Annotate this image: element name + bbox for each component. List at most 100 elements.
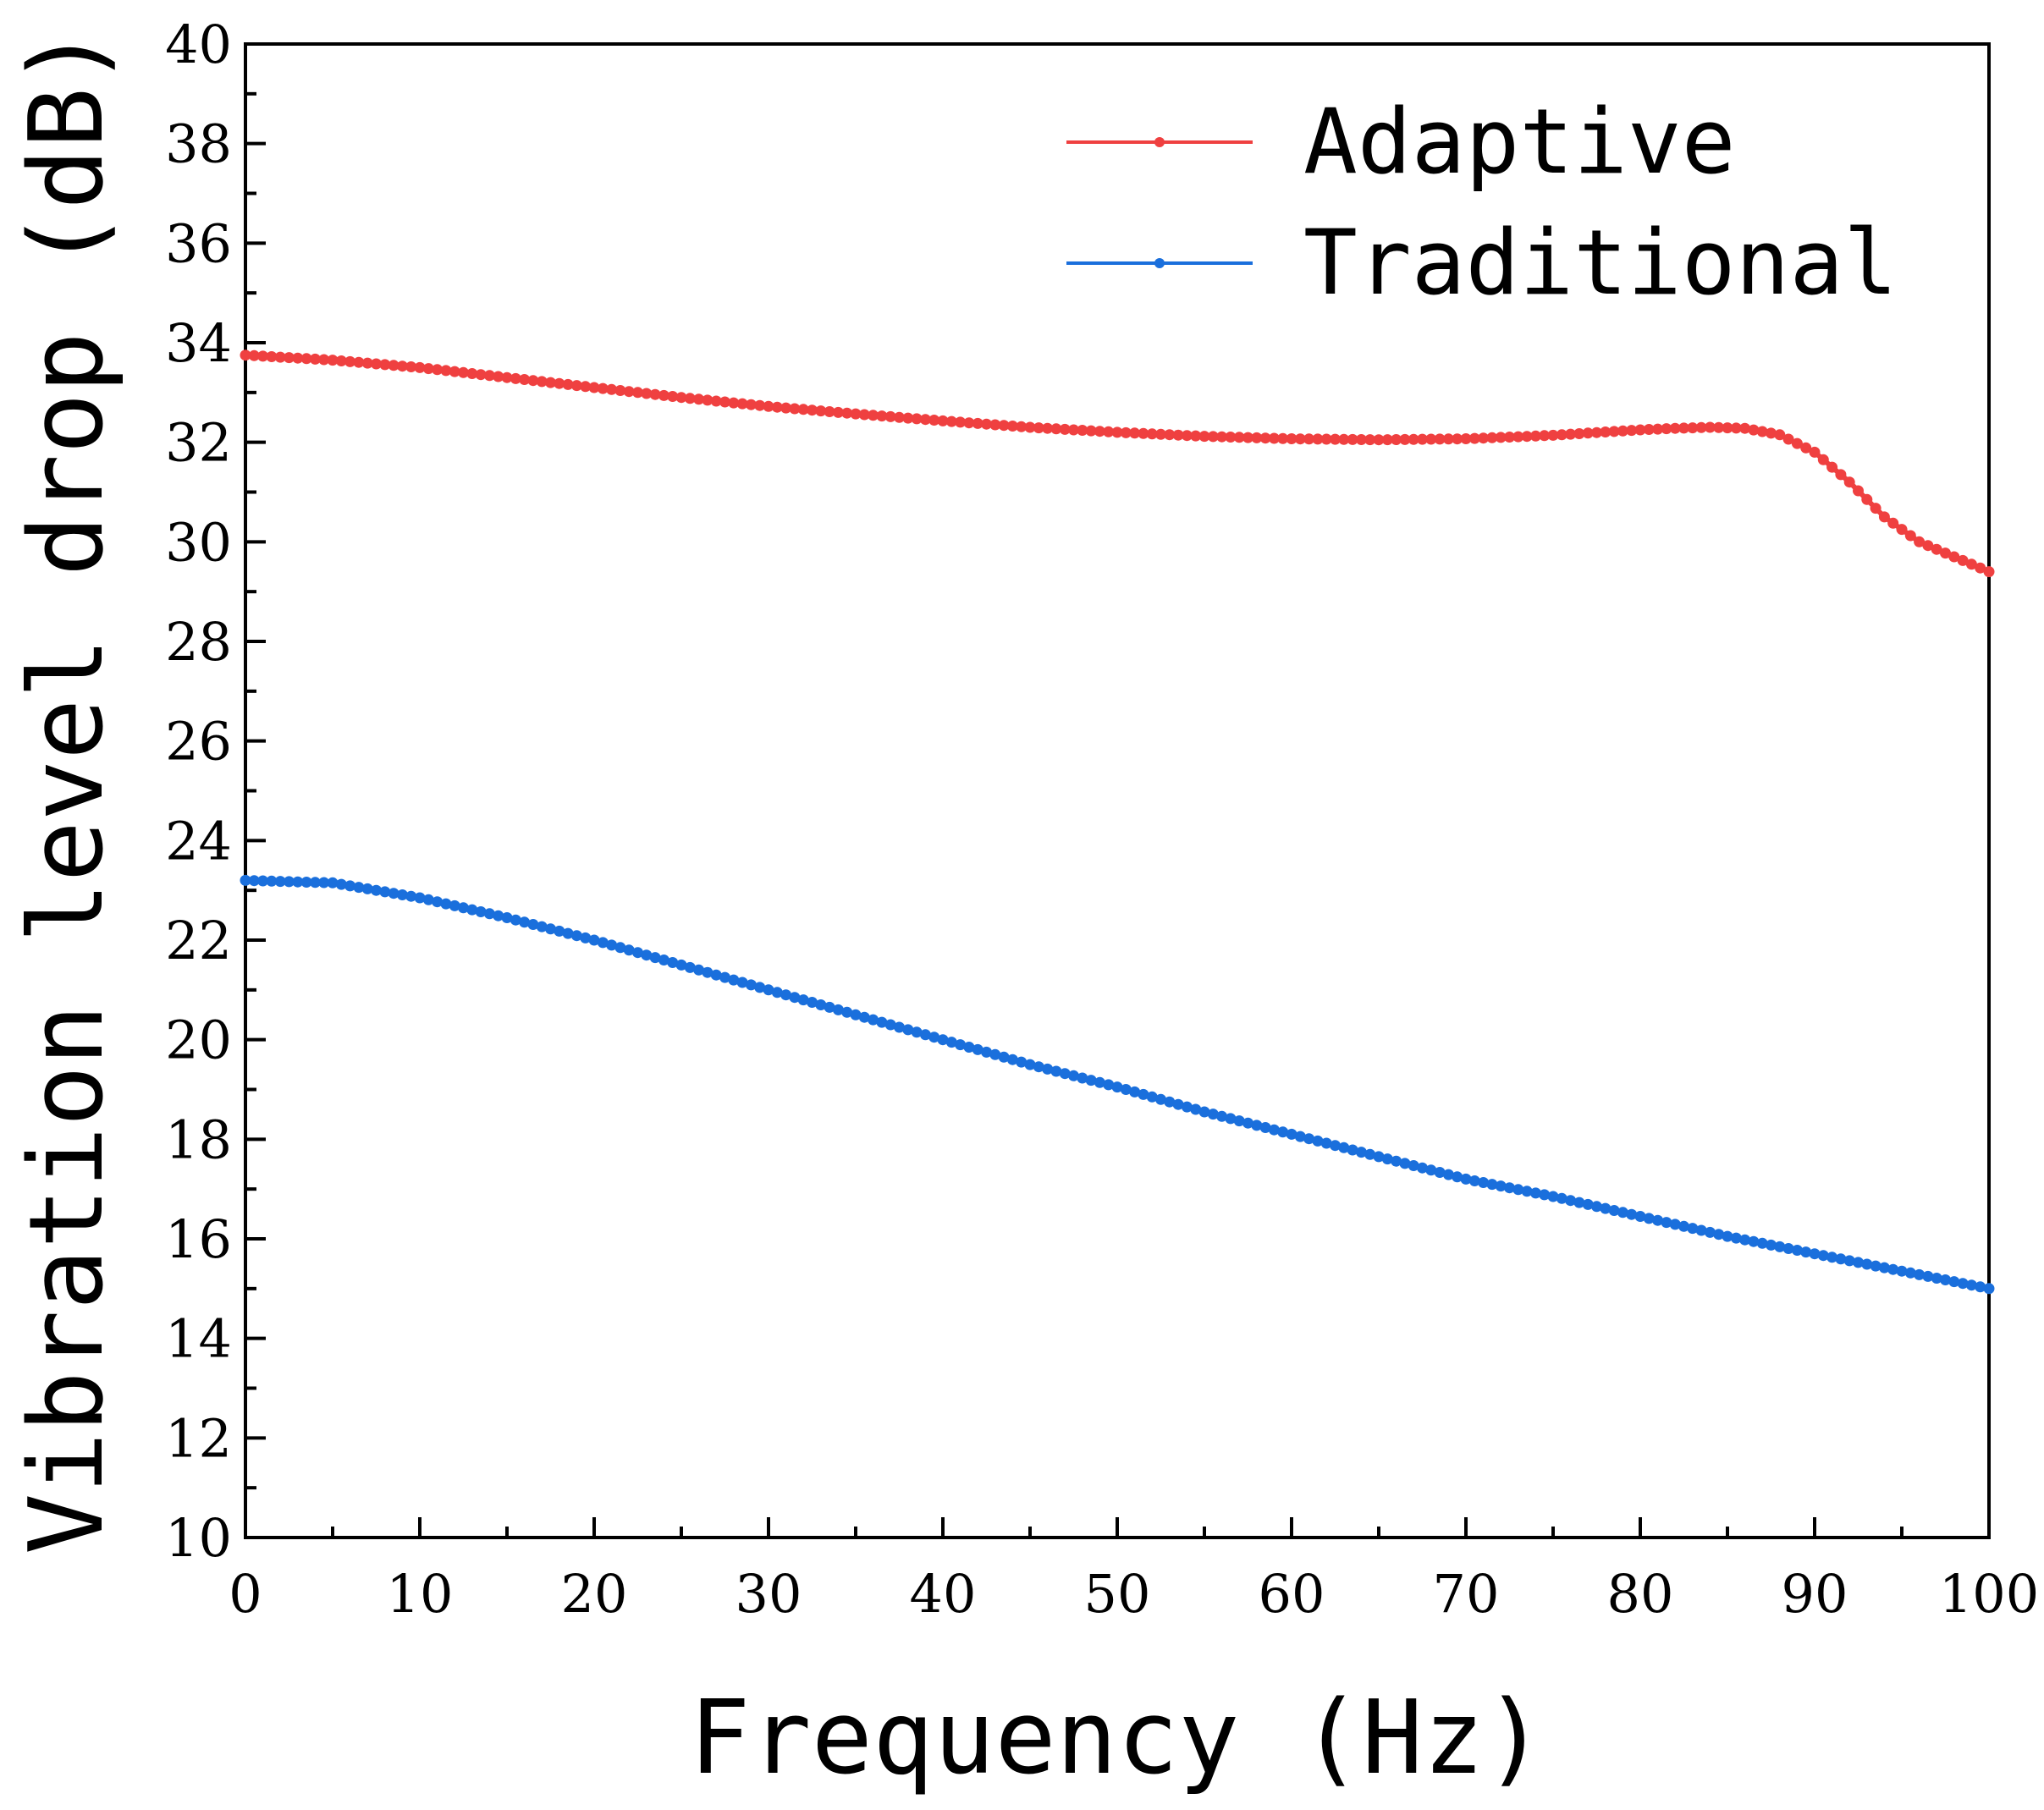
data-point: [807, 997, 818, 1008]
data-point: [414, 892, 426, 904]
data-point: [1164, 1096, 1176, 1108]
data-point: [955, 1039, 967, 1051]
data-point: [1704, 1226, 1716, 1238]
data-point: [824, 1001, 835, 1013]
x-tick-label: 0: [229, 1563, 262, 1625]
data-point: [963, 1042, 975, 1053]
data-point: [981, 418, 992, 430]
data-point: [379, 359, 391, 371]
data-point: [675, 959, 687, 971]
data-point: [379, 886, 391, 898]
data-point: [1286, 1128, 1297, 1140]
data-point: [1129, 427, 1141, 439]
data-point: [1111, 426, 1123, 438]
data-point: [719, 396, 730, 408]
data-point: [1748, 1235, 1760, 1247]
data-point: [1582, 427, 1594, 439]
data-point: [1225, 1113, 1237, 1125]
data-point: [1373, 434, 1385, 446]
data-point: [440, 365, 452, 377]
data-point: [1077, 425, 1088, 436]
data-point: [780, 989, 792, 1001]
data-point: [1050, 423, 1062, 435]
data-point: [736, 398, 748, 410]
y-tick-label: 22: [165, 910, 232, 971]
data-point: [649, 952, 661, 964]
data-point: [937, 415, 949, 426]
data-point: [815, 405, 827, 417]
data-point: [1399, 1158, 1411, 1169]
data-point: [1364, 434, 1376, 446]
data-point: [1948, 1276, 1960, 1288]
series-adaptive: [240, 349, 1995, 578]
x-tick-label: 80: [1607, 1563, 1674, 1625]
data-point: [1722, 422, 1733, 434]
data-point: [1835, 469, 1847, 481]
data-point: [371, 358, 382, 370]
x-tick-label: 20: [561, 1563, 628, 1625]
data-point: [1878, 511, 1890, 523]
data-point: [1766, 1239, 1777, 1251]
data-point: [510, 914, 521, 926]
data-point: [344, 880, 356, 892]
data-point: [1320, 1137, 1332, 1149]
data-point: [371, 884, 382, 896]
data-point: [928, 415, 940, 426]
y-tick-label: 16: [165, 1208, 232, 1270]
data-point: [710, 395, 722, 407]
data-point: [422, 894, 434, 905]
data-point: [945, 1037, 957, 1048]
data-point: [1582, 1198, 1594, 1210]
data-point: [1730, 422, 1742, 434]
x-tick-label: 50: [1084, 1563, 1151, 1625]
data-point: [1539, 1189, 1551, 1201]
data-point: [274, 351, 286, 363]
x-tick-label: 40: [910, 1563, 977, 1625]
data-point: [710, 969, 722, 981]
data-point: [1425, 433, 1437, 445]
data-point: [1948, 551, 1960, 563]
data-point: [1138, 427, 1149, 439]
data-point: [1478, 1177, 1490, 1188]
data-point: [1529, 1187, 1541, 1199]
data-point: [335, 355, 347, 366]
data-point: [937, 1034, 949, 1046]
data-point: [1739, 1234, 1751, 1246]
data-point: [1800, 1246, 1812, 1258]
data-point: [1103, 426, 1115, 437]
data-point: [832, 1004, 844, 1015]
data-point: [1843, 1255, 1855, 1267]
data-point: [1042, 422, 1054, 434]
data-point: [771, 987, 783, 999]
data-point: [1608, 426, 1620, 437]
data-point: [1957, 1278, 1969, 1290]
data-point: [1225, 432, 1237, 443]
legend: Adaptive Traditional: [1066, 90, 1898, 315]
data-point: [1887, 517, 1899, 529]
data-point: [449, 899, 460, 911]
data-point: [1661, 423, 1672, 435]
data-point: [1059, 1068, 1071, 1080]
data-point: [1138, 1088, 1149, 1100]
data-point: [588, 934, 600, 946]
data-point: [1294, 433, 1306, 445]
data-point: [797, 994, 809, 1006]
data-point: [1695, 1224, 1707, 1236]
data-point: [841, 1006, 853, 1018]
data-point: [911, 1026, 923, 1038]
data-point: [684, 961, 696, 973]
data-point: [1782, 433, 1794, 445]
data-point: [1190, 1103, 1202, 1115]
data-point: [432, 364, 444, 376]
data-point: [1817, 454, 1829, 465]
data-point: [1094, 1076, 1105, 1088]
data-point: [1381, 434, 1393, 446]
data-point: [292, 876, 304, 888]
data-point: [868, 1014, 879, 1026]
data-point: [1512, 1184, 1524, 1196]
data-point: [1565, 1195, 1577, 1207]
data-point: [815, 999, 827, 1010]
data-point: [1259, 1122, 1271, 1133]
data-point: [763, 400, 774, 412]
data-point: [1774, 429, 1786, 441]
